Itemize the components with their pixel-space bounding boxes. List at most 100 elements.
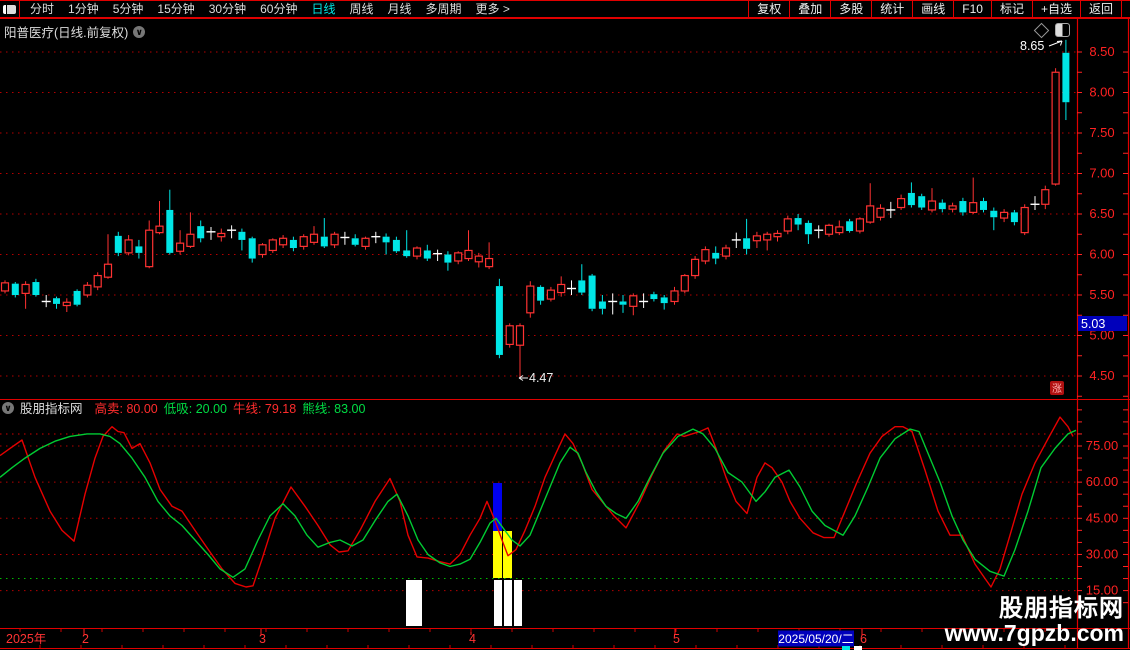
period-tab-更多 >[interactable]: 更多 > [475,2,510,16]
svg-text:15.00: 15.00 [1086,583,1119,598]
svg-text:5.03: 5.03 [1081,317,1105,331]
candle [289,236,297,252]
candle [619,295,627,313]
svg-text:8.00: 8.00 [1089,85,1114,100]
watermark-url: www.7gpzb.com [944,619,1124,646]
chevron-down-icon[interactable]: ∨ [133,25,146,38]
candle [948,202,957,213]
candle [731,232,741,249]
action-button-统计[interactable]: 统计 [872,1,914,17]
candle [166,189,174,255]
candle [557,276,566,297]
period-tab-月线[interactable]: 月线 [387,2,412,16]
selected-date-tag[interactable] [778,630,854,647]
candle [412,246,422,260]
svg-text:7.00: 7.00 [1089,166,1114,181]
candle [855,217,865,234]
candle [0,280,10,294]
candle [660,295,668,310]
signal-bar-white [504,580,512,626]
diamond-marker-icon[interactable] [1033,22,1050,38]
collapse-indicator-icon[interactable]: ∨ [2,401,14,414]
main-candlestick-chart[interactable] [0,39,1076,379]
signal-bar-white [494,580,502,626]
window-layout-icon[interactable] [0,1,20,17]
candle [537,285,545,305]
action-button-叠加[interactable]: 叠加 [790,1,832,17]
candle [197,220,205,243]
candle [814,225,824,239]
svg-text:6: 6 [860,632,867,646]
period-tab-周线[interactable]: 周线 [349,2,374,16]
candle [763,231,772,251]
candle [690,256,700,279]
candle [351,234,359,247]
svg-text:5: 5 [673,632,680,646]
split-view-icon[interactable] [1055,23,1070,37]
low-price-annotation: 4.47 [529,371,553,385]
period-tab-多周期[interactable]: 多周期 [425,2,462,16]
period-tab-5分钟[interactable]: 5分钟 [112,2,144,16]
svg-text:5.00: 5.00 [1089,328,1114,343]
svg-text:2025/05/20/二: 2025/05/20/二 [778,632,853,646]
candle [980,197,987,213]
action-menu: 复权 叠加 多股 统计 画线 F10 标记 +自选 返回 [748,1,1122,17]
period-tab-分时[interactable]: 分时 [30,2,55,16]
candle [824,223,834,237]
svg-text:8.50: 8.50 [1089,44,1114,59]
signal-bar-white [406,580,422,626]
candle [114,231,122,257]
svg-text:75.00: 75.00 [1086,438,1119,453]
candle [701,246,710,265]
candle [804,220,812,244]
period-tab-15分钟[interactable]: 15分钟 [157,2,195,16]
candle [876,204,885,221]
candle [588,273,596,312]
candle [41,295,51,308]
indicator-header: ∨ 股朋指标网 高卖: 80.00 低吸: 20.00 牛线: 79.18 熊线: 8… [2,398,366,417]
candle [454,251,463,265]
candle [743,218,751,255]
action-button-+自选[interactable]: +自选 [1033,1,1081,17]
candle [515,323,525,379]
indicator-chart[interactable] [0,416,1077,626]
action-button-多股[interactable]: 多股 [831,1,873,17]
candle [309,226,319,245]
title-bar: 阳普医疗(日线.前复权) ∨ [4,22,146,41]
period-tab-60分钟[interactable]: 60分钟 [260,2,298,16]
candle [927,188,937,213]
candle [268,238,277,253]
indicator-param-高卖: 高卖: 80.00 [94,402,158,416]
indicator-params: 高卖: 80.00 低吸: 20.00 牛线: 79.18 熊线: 83.00 [89,398,366,417]
watermark-site-name: 股朋指标网 [999,594,1124,622]
high-price-annotation: 8.65 [1020,39,1044,53]
action-button-F10[interactable]: F10 [954,1,992,17]
candle [907,182,915,208]
action-button-标记[interactable]: 标记 [992,1,1033,17]
candle [959,197,967,216]
action-button-复权[interactable]: 复权 [749,1,791,17]
period-tab-日线[interactable]: 日线 [311,2,336,16]
period-tab-1分钟[interactable]: 1分钟 [68,2,99,16]
candle [1051,68,1060,186]
candle [526,281,535,318]
candle [505,323,514,348]
period-tab-30分钟[interactable]: 30分钟 [208,2,247,16]
date-axis[interactable]: 2025年 2 3 4 5 6 2025/05/20/二 [6,629,1066,650]
candle [846,218,854,233]
candle [11,282,19,298]
candle [73,289,81,307]
candle [721,244,731,260]
candle [639,293,649,308]
candle [103,234,113,279]
action-button-画线[interactable]: 画线 [913,1,955,17]
candle [1030,196,1040,210]
candle [176,230,185,255]
indicator-name[interactable]: 股朋指标网 [20,402,83,416]
action-button-返回[interactable]: 返回 [1088,2,1113,16]
candle [918,193,926,210]
candle [423,244,431,261]
candle [444,251,452,271]
